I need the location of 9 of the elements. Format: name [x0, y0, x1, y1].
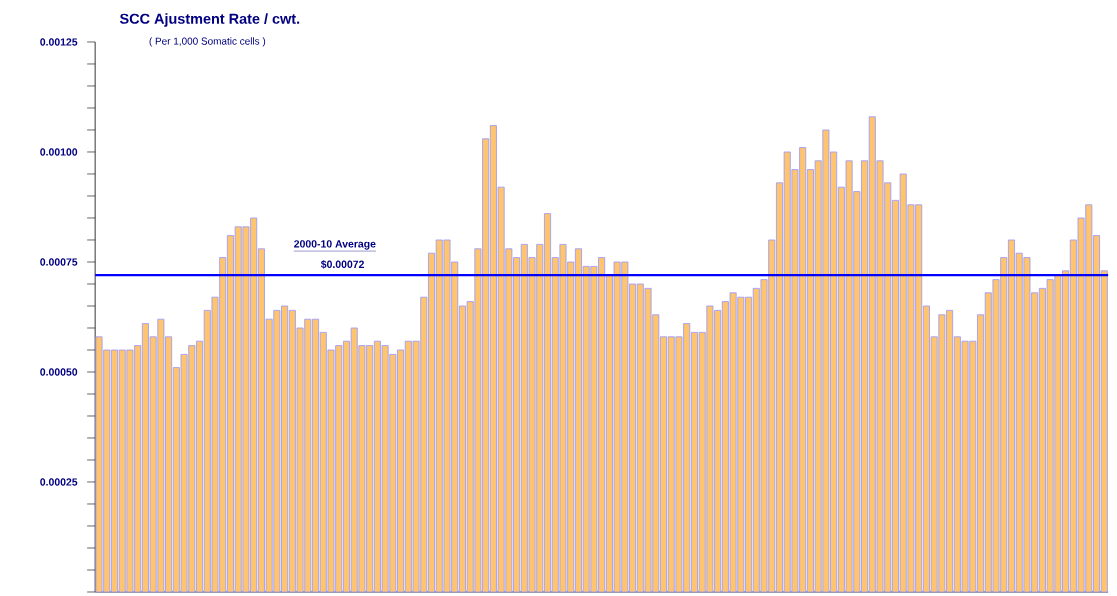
ref-line-label: 2000-10 Average — [294, 240, 376, 250]
y-tick-label: 0.00025 — [40, 478, 78, 486]
chart-title: SCC Ajustment Rate / cwt. — [119, 13, 300, 27]
y-tick-label: 0.00125 — [40, 38, 78, 46]
chart-subtitle: ( Per 1,000 Somatic cells ) — [149, 37, 266, 47]
annotation: $0.00072 — [320, 260, 364, 269]
y-tick-label: 0.00075 — [40, 258, 78, 266]
y-tick-label: 0.00050 — [40, 368, 78, 376]
y-tick-label: 0.00100 — [40, 148, 78, 156]
